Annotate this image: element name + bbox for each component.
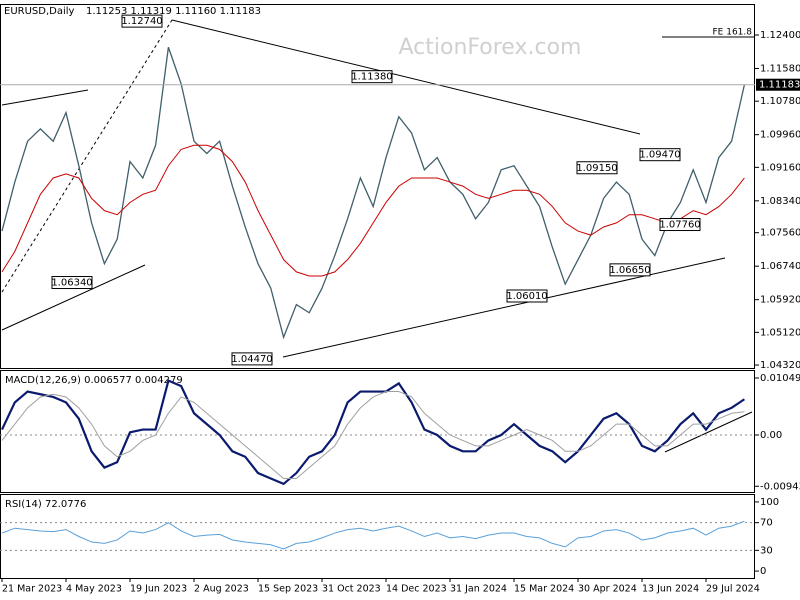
macd-frame	[0, 370, 755, 493]
x-tick-label: 31 Jan 2024	[450, 584, 507, 595]
annotation-label: 1.09150	[576, 163, 617, 174]
annotation-box	[609, 263, 651, 277]
annotation-label: FE 161.8	[713, 28, 753, 38]
x-tick-label: 30 Apr 2024	[578, 584, 637, 595]
y-tick-label: 1.10780	[760, 96, 800, 107]
annotation-label: 1.09470	[639, 150, 680, 161]
x-tick-label: 19 Jun 2023	[130, 584, 187, 595]
annotation-label: 1.07760	[659, 220, 700, 231]
series-line	[1, 144, 745, 277]
y-tick-label: 30	[760, 545, 773, 556]
annotation-label: 1.06340	[51, 278, 92, 289]
series-line	[1, 379, 746, 486]
y-tick-label: 1.08340	[760, 196, 800, 207]
chart-title: EURUSD,Daily	[4, 6, 75, 17]
y-tick-label: 1.05120	[760, 327, 800, 338]
y-tick-label: 0.01049	[760, 373, 800, 384]
annotation-label: 1.11380	[351, 72, 392, 83]
last-price-box	[756, 78, 800, 91]
y-tick-label: 0	[760, 566, 766, 577]
series-line	[1, 47, 746, 340]
annotation-box	[351, 70, 393, 84]
trendlines	[1, 19, 755, 453]
watermark: ActionForex.com	[399, 35, 582, 60]
y-tick-label: 70	[760, 518, 773, 529]
annotation-box	[659, 218, 701, 232]
trendline	[1, 89, 89, 106]
rsi-frame	[0, 494, 755, 579]
y-tick-label: 1.04320	[760, 360, 800, 371]
trendline	[171, 19, 641, 135]
y-tick-label: 1.07560	[760, 228, 800, 239]
annotation-label: 1.12740	[121, 16, 162, 27]
series-line	[1, 520, 745, 550]
last-price-label: 1.11183	[759, 80, 800, 91]
x-tick-label: 13 Jun 2024	[642, 584, 699, 595]
annotation-box	[506, 289, 548, 303]
y-tick-label: 1.12400	[760, 30, 800, 41]
macd-title: MACD(12,26,9) 0.006577 0.004279	[5, 375, 183, 386]
annotation-box	[121, 14, 163, 28]
series-line	[1, 391, 745, 479]
chart-subtitle: 1.11253 1.11319 1.11160 1.11183	[86, 6, 261, 17]
x-tick-label: 15 Sep 2023	[258, 584, 318, 595]
annotation-box	[51, 276, 93, 290]
y-tick-label: 100	[760, 497, 779, 508]
y-tick-label: 1.06740	[760, 261, 800, 272]
annotation-box	[231, 352, 273, 366]
trendline	[282, 257, 726, 358]
x-tick-label: 29 Jul 2024	[706, 584, 760, 595]
panel-frames	[0, 4, 755, 579]
y-tick-label: 1.09960	[760, 130, 800, 141]
x-tick-label: 2 Aug 2023	[194, 584, 249, 595]
x-tick-label: 21 Mar 2023	[2, 584, 62, 595]
annotation-label: 1.06010	[506, 291, 547, 302]
annotation-label: 1.06650	[609, 265, 650, 276]
trendline	[1, 264, 146, 331]
y-tick-label: 1.09160	[760, 162, 800, 173]
rsi-title: RSI(14) 72.0776	[5, 499, 86, 510]
annotation-box	[639, 148, 681, 162]
macd-trendline	[664, 411, 753, 453]
y-tick-label: 0.00	[760, 430, 782, 441]
x-tick-label: 14 Dec 2023	[386, 584, 447, 595]
annotation-label: 1.04470	[231, 354, 272, 365]
x-tick-label: 15 Mar 2024	[514, 584, 574, 595]
y-tick-label: 1.05920	[760, 295, 800, 306]
y-tick-label: -0.009435	[760, 481, 800, 492]
y-tick-label: 1.11580	[760, 64, 800, 75]
x-tick-label: 4 May 2023	[66, 584, 122, 595]
x-tick-label: 31 Oct 2023	[322, 584, 381, 595]
annotation-box	[576, 161, 618, 175]
main-frame	[0, 4, 755, 369]
